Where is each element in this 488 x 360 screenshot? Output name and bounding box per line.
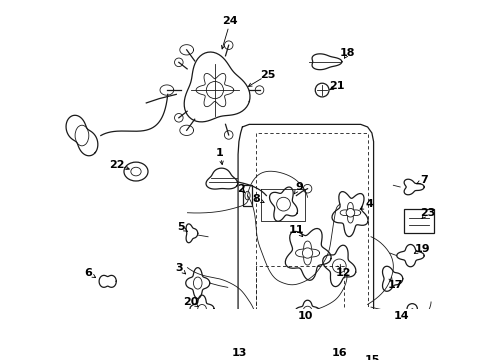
Text: 7: 7 (420, 175, 427, 185)
Text: 19: 19 (414, 244, 429, 254)
Text: 4: 4 (365, 199, 372, 209)
Text: 11: 11 (288, 225, 304, 235)
Bar (404, 209, 433, 233)
Text: 21: 21 (328, 81, 344, 91)
Text: 16: 16 (331, 348, 346, 359)
Text: 6: 6 (84, 268, 92, 278)
Text: 20: 20 (183, 297, 198, 307)
Text: 12: 12 (335, 268, 350, 278)
Text: 13: 13 (231, 348, 246, 359)
Text: 9: 9 (294, 182, 302, 192)
Text: 3: 3 (175, 263, 183, 273)
Text: 17: 17 (386, 280, 402, 290)
Text: 10: 10 (297, 311, 312, 321)
Text: 8: 8 (252, 194, 260, 204)
Text: 22: 22 (109, 160, 124, 170)
Text: 23: 23 (419, 208, 434, 218)
Text: 18: 18 (340, 48, 355, 58)
Text: 25: 25 (260, 69, 275, 80)
Text: 14: 14 (393, 311, 409, 321)
Text: 24: 24 (222, 17, 238, 26)
Text: 2: 2 (236, 184, 244, 194)
Text: 5: 5 (177, 222, 184, 232)
Text: 1: 1 (216, 148, 224, 158)
Text: 15: 15 (364, 355, 379, 360)
